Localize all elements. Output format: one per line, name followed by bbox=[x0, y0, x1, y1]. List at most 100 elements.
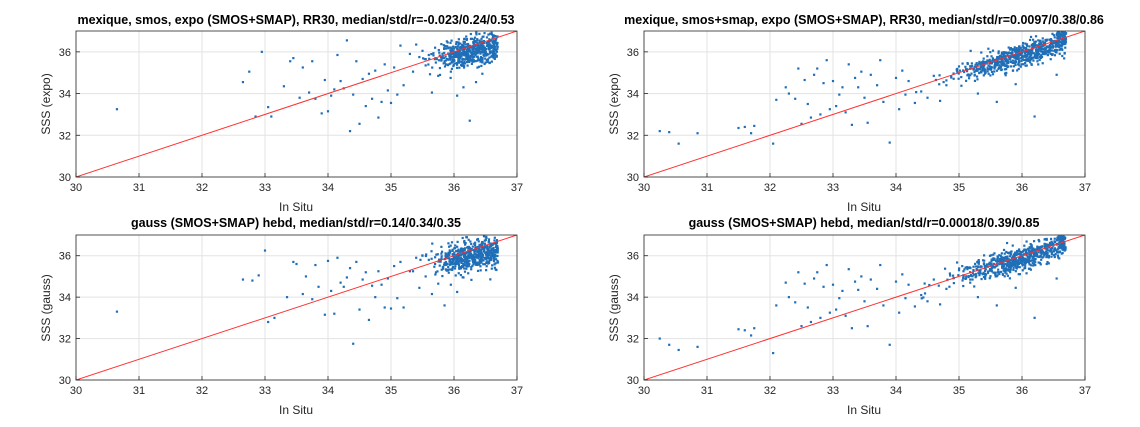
scatter-point bbox=[432, 54, 435, 57]
scatter-point bbox=[988, 277, 991, 280]
scatter-point bbox=[1037, 39, 1040, 42]
scatter-point bbox=[982, 69, 985, 72]
scatter-point bbox=[1032, 256, 1035, 259]
scatter-point bbox=[465, 49, 469, 52]
scatter-point bbox=[469, 240, 472, 243]
scatter-point bbox=[461, 249, 464, 252]
scatter-point bbox=[1002, 51, 1005, 54]
scatter-point bbox=[355, 260, 358, 264]
scatter-point bbox=[437, 48, 440, 52]
scatter-point bbox=[993, 252, 996, 255]
y-tick-label: 32 bbox=[627, 334, 639, 346]
scatter-point bbox=[866, 325, 869, 328]
scatter-point bbox=[969, 278, 972, 281]
scatter-point bbox=[999, 254, 1002, 257]
scatter-point bbox=[492, 39, 495, 43]
scatter-point bbox=[1062, 248, 1065, 251]
scatter-point bbox=[449, 244, 452, 247]
scatter-point bbox=[962, 274, 965, 277]
scatter-point bbox=[463, 270, 467, 273]
x-tick-label: 34 bbox=[890, 385, 902, 397]
scatter-point bbox=[913, 305, 916, 308]
scatter-point bbox=[473, 45, 477, 48]
scatter-point bbox=[1004, 60, 1007, 63]
scatter-point bbox=[981, 66, 984, 69]
scatter-point bbox=[1017, 67, 1020, 71]
scatter-point bbox=[964, 266, 967, 269]
scatter-point bbox=[982, 60, 985, 63]
scatter-point bbox=[995, 100, 998, 104]
scatter-point bbox=[1052, 243, 1055, 246]
scatter-point bbox=[333, 312, 336, 315]
scatter-point bbox=[1023, 260, 1026, 263]
scatter-point bbox=[474, 60, 477, 63]
scatter-point bbox=[478, 258, 481, 262]
scatter-point bbox=[990, 268, 993, 272]
scatter-point bbox=[1002, 54, 1005, 57]
scatter-point bbox=[465, 38, 469, 41]
scatter-point bbox=[473, 46, 476, 49]
scatter-point bbox=[1015, 262, 1018, 265]
scatter-point bbox=[477, 65, 481, 68]
scatter-point bbox=[496, 45, 499, 48]
scatter-point bbox=[411, 270, 415, 273]
scatter-point bbox=[1047, 254, 1051, 258]
scatter-point bbox=[447, 58, 450, 61]
scatter-point bbox=[1024, 250, 1028, 253]
scatter-point bbox=[1002, 248, 1006, 252]
scatter-point bbox=[1052, 34, 1055, 37]
scatter-point bbox=[282, 85, 285, 88]
scatter-point bbox=[367, 72, 371, 75]
scatter-point bbox=[1034, 55, 1038, 58]
scatter-point bbox=[431, 66, 434, 69]
scatter-point bbox=[1029, 259, 1032, 262]
scatter-point bbox=[447, 47, 450, 50]
scatter-point bbox=[994, 58, 997, 61]
scatter-point bbox=[1060, 239, 1063, 242]
scatter-point bbox=[977, 67, 981, 70]
scatter-point bbox=[492, 48, 495, 52]
scatter-point bbox=[450, 67, 454, 70]
scatter-point bbox=[1022, 249, 1025, 253]
scatter-point bbox=[971, 275, 974, 278]
x-tick-label: 37 bbox=[1079, 182, 1091, 194]
scatter-point bbox=[1020, 54, 1024, 57]
scatter-point bbox=[380, 100, 383, 104]
scatter-point bbox=[989, 67, 992, 70]
scatter-point bbox=[449, 54, 452, 57]
scatter-point bbox=[1011, 61, 1014, 64]
scatter-point bbox=[273, 316, 276, 319]
scatter-point bbox=[472, 45, 475, 48]
scatter-point bbox=[1031, 42, 1035, 46]
scatter-point bbox=[263, 249, 267, 252]
scatter-point bbox=[339, 281, 342, 284]
scatter-point bbox=[495, 54, 498, 57]
x-tick-label: 31 bbox=[701, 385, 713, 397]
scatter-point bbox=[459, 249, 462, 252]
scatter-point bbox=[828, 108, 831, 111]
scatter-point bbox=[1000, 260, 1003, 264]
scatter-point bbox=[461, 58, 464, 61]
scatter-point bbox=[1029, 268, 1033, 271]
scatter-point bbox=[991, 59, 994, 62]
scatter-point bbox=[753, 124, 756, 127]
scatter-point bbox=[1009, 265, 1012, 268]
scatter-point bbox=[355, 60, 358, 63]
scatter-point bbox=[489, 258, 493, 262]
scatter-point bbox=[468, 60, 471, 63]
x-tick-label: 34 bbox=[322, 385, 334, 397]
scatter-point bbox=[1048, 46, 1051, 49]
scatter-point bbox=[1052, 250, 1055, 253]
scatter-point bbox=[983, 264, 986, 267]
scatter-point bbox=[474, 249, 477, 253]
scatter-point bbox=[478, 32, 481, 35]
scatter-point bbox=[474, 246, 477, 249]
scatter-point bbox=[1015, 265, 1018, 268]
scatter-point bbox=[1043, 53, 1046, 56]
scatter-point bbox=[1053, 240, 1057, 244]
scatter-point bbox=[443, 47, 446, 50]
scatter-point bbox=[494, 34, 497, 38]
scatter-point bbox=[461, 45, 464, 48]
scatter-point bbox=[476, 38, 479, 41]
scatter-point bbox=[455, 41, 458, 44]
